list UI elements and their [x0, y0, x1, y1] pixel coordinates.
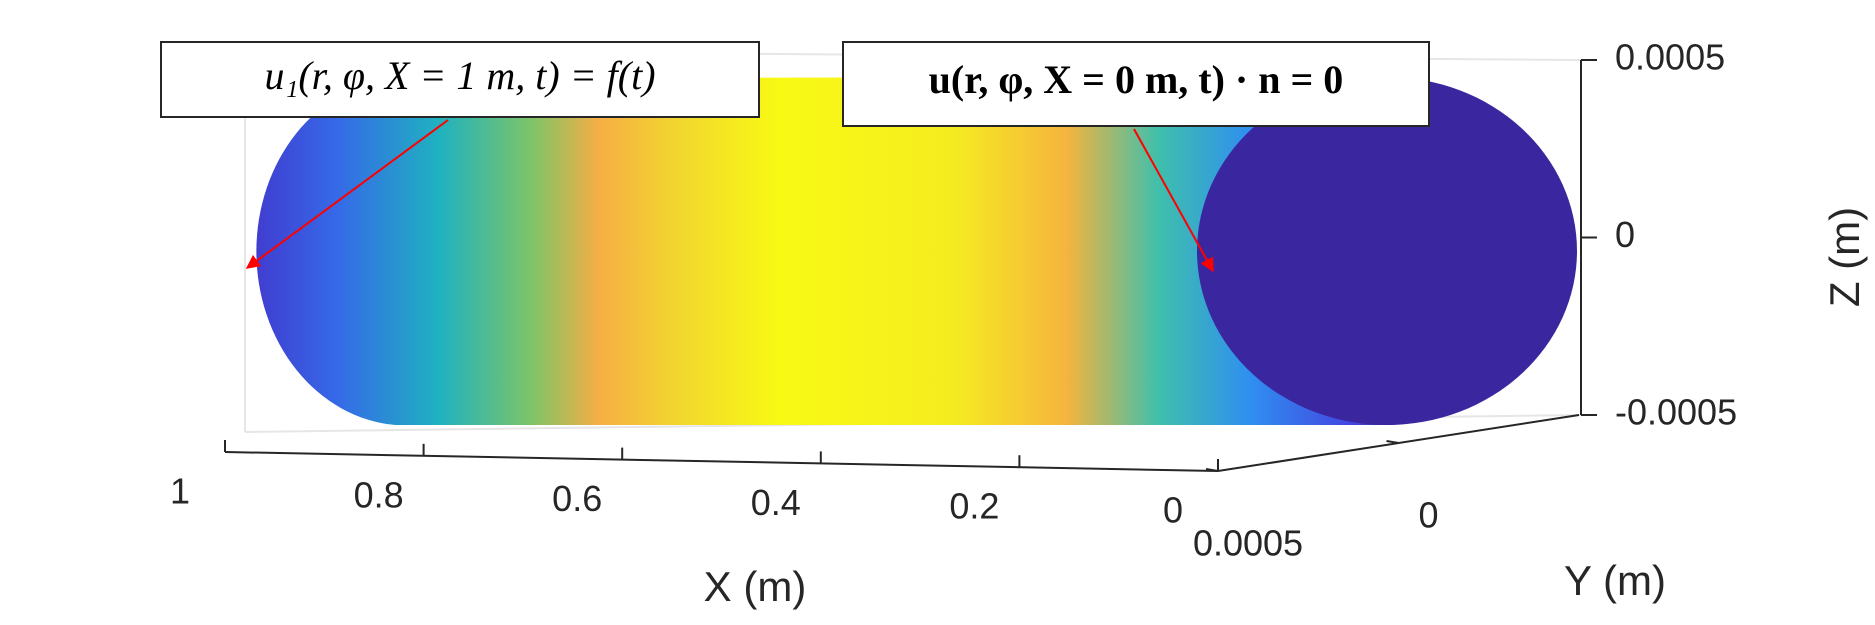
annotation: u(r, φ, X = 0 m, t) · n = 0	[842, 41, 1430, 273]
y-tick-label: 0.0005	[1193, 523, 1303, 564]
z-axis-label: Z (m)	[1821, 207, 1868, 307]
x-tick-label: 0.8	[354, 474, 404, 515]
y-tick	[1386, 440, 1399, 444]
annotation: u₁(r, φ, X = 1 m, t) = f(t)	[160, 41, 760, 269]
z-tick-label: -0.0005	[1615, 392, 1737, 433]
z-tick-label: 0	[1615, 214, 1635, 255]
x-tick-label: 0.2	[949, 486, 999, 527]
annotation-text: u₁(r, φ, X = 1 m, t) = f(t)	[264, 53, 655, 98]
y-axis-label: Y (m)	[1564, 557, 1666, 604]
x-tick-label: 1	[170, 471, 190, 512]
cylinder-surface	[256, 77, 1577, 425]
y-tick-label: 0	[1418, 495, 1438, 536]
y-tick	[1205, 468, 1219, 472]
x-tick-label: 0.6	[552, 478, 602, 519]
z-tick-label: 0.0005	[1615, 37, 1725, 78]
x-axis-label: X (m)	[704, 563, 807, 610]
annotation-text: u(r, φ, X = 0 m, t) · n = 0	[929, 57, 1344, 102]
x-tick-label: 0.4	[751, 482, 801, 523]
x-tick-label: 0	[1163, 490, 1183, 531]
